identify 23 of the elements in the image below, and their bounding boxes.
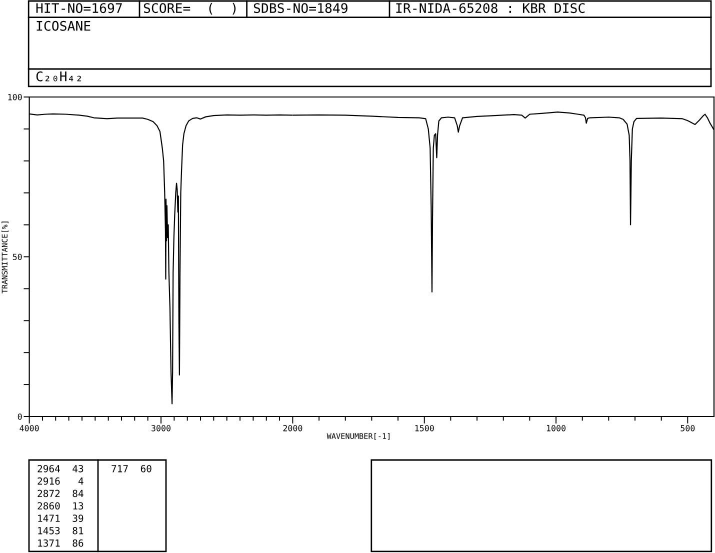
- x-tick-label: 1500: [415, 425, 434, 432]
- x-tick-label: 2000: [283, 425, 302, 432]
- text: 1371 86: [38, 539, 84, 547]
- text: 1471 39: [38, 514, 84, 522]
- text: SDBS-NO=1849: [254, 3, 348, 14]
- text: 2916 4: [38, 477, 84, 485]
- text: SCORE= ( ): [144, 2, 236, 15]
- text: IR-NIDA-65208 : KBR DISC: [396, 3, 585, 14]
- text: 717 60: [112, 464, 152, 472]
- text: 2964 43: [38, 464, 84, 472]
- text: HIT-NO=1697: [36, 3, 122, 14]
- text: 2872 84: [38, 490, 84, 498]
- chart-subtitle: C₂₀H₄₂: [36, 71, 81, 82]
- y-tick-label: 0: [18, 414, 22, 420]
- x-tick-label: 3000: [152, 425, 170, 432]
- y-tick-label: 100: [8, 94, 22, 100]
- text: 2860 13: [38, 502, 84, 510]
- text: 1453 81: [38, 526, 84, 534]
- x-tick-label: 4000: [20, 425, 39, 432]
- chart-title: ICOSANE: [36, 20, 90, 31]
- x-tick-label: 500: [680, 425, 695, 432]
- x-tick-label: 1000: [546, 425, 566, 432]
- y-tick-label: 50: [12, 254, 22, 260]
